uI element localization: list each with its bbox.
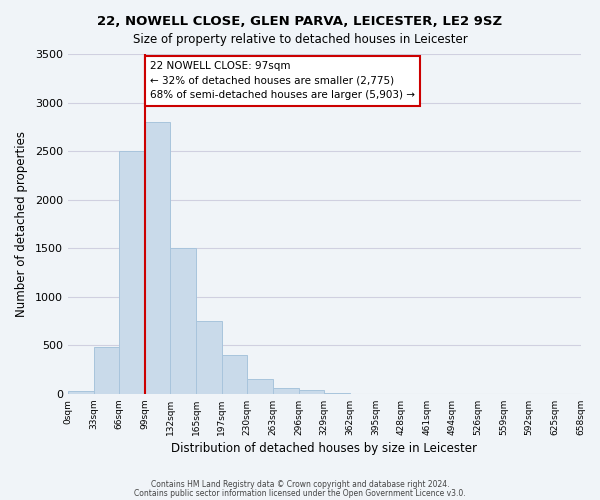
Bar xyxy=(222,355,247,394)
Bar xyxy=(273,388,299,394)
Bar xyxy=(68,391,94,394)
Bar xyxy=(247,379,273,394)
Bar xyxy=(170,248,196,394)
Bar xyxy=(94,347,119,394)
Bar xyxy=(119,151,145,394)
Text: Contains HM Land Registry data © Crown copyright and database right 2024.: Contains HM Land Registry data © Crown c… xyxy=(151,480,449,489)
Text: Contains public sector information licensed under the Open Government Licence v3: Contains public sector information licen… xyxy=(134,488,466,498)
Text: 22, NOWELL CLOSE, GLEN PARVA, LEICESTER, LE2 9SZ: 22, NOWELL CLOSE, GLEN PARVA, LEICESTER,… xyxy=(97,15,503,28)
X-axis label: Distribution of detached houses by size in Leicester: Distribution of detached houses by size … xyxy=(171,442,477,455)
Text: 22 NOWELL CLOSE: 97sqm
← 32% of detached houses are smaller (2,775)
68% of semi-: 22 NOWELL CLOSE: 97sqm ← 32% of detached… xyxy=(150,61,415,100)
Y-axis label: Number of detached properties: Number of detached properties xyxy=(15,131,28,317)
Bar xyxy=(299,390,324,394)
Text: Size of property relative to detached houses in Leicester: Size of property relative to detached ho… xyxy=(133,32,467,46)
Bar xyxy=(196,321,222,394)
Bar xyxy=(145,122,170,394)
